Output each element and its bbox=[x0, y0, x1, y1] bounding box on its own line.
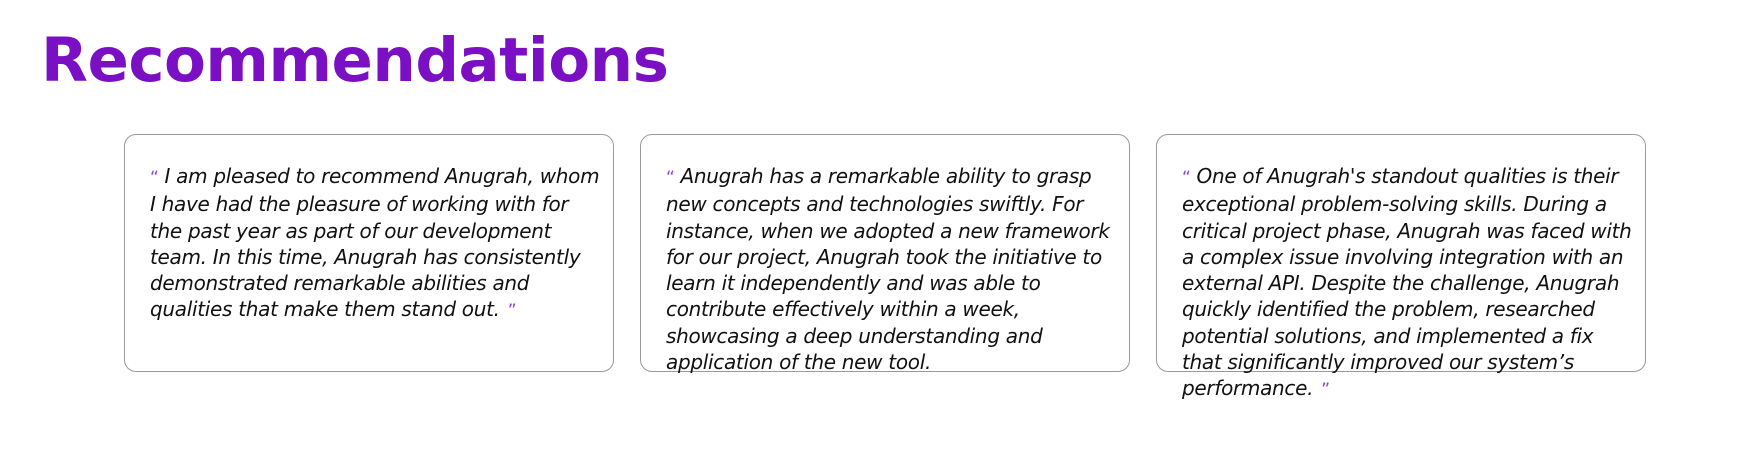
recommendation-card: “One of Anugrah's standout qualities is … bbox=[1156, 134, 1646, 400]
close-quote-icon: ” bbox=[507, 301, 517, 322]
open-quote-icon: “ bbox=[150, 168, 159, 188]
open-quote-icon: “ bbox=[666, 168, 675, 188]
recommendation-text: “One of Anugrah's standout qualities is … bbox=[1182, 163, 1637, 404]
recommendation-body: One of Anugrah's standout qualities is t… bbox=[1182, 164, 1632, 401]
section-title: Recommendations bbox=[41, 25, 669, 96]
recommendation-body: Anugrah has a remarkable ability to gras… bbox=[666, 164, 1110, 375]
recommendation-text: “Anugrah has a remarkable ability to gra… bbox=[666, 163, 1121, 375]
recommendations-list: “I am pleased to recommend Anugrah, whom… bbox=[124, 134, 1646, 400]
close-quote-icon: ” bbox=[1321, 380, 1330, 401]
recommendation-card: “Anugrah has a remarkable ability to gra… bbox=[640, 134, 1130, 375]
recommendation-body: I am pleased to recommend Anugrah, whom … bbox=[150, 164, 600, 322]
recommendation-text: “I am pleased to recommend Anugrah, whom… bbox=[150, 163, 605, 325]
recommendation-card: “I am pleased to recommend Anugrah, whom… bbox=[124, 134, 614, 372]
open-quote-icon: “ bbox=[1182, 168, 1191, 188]
